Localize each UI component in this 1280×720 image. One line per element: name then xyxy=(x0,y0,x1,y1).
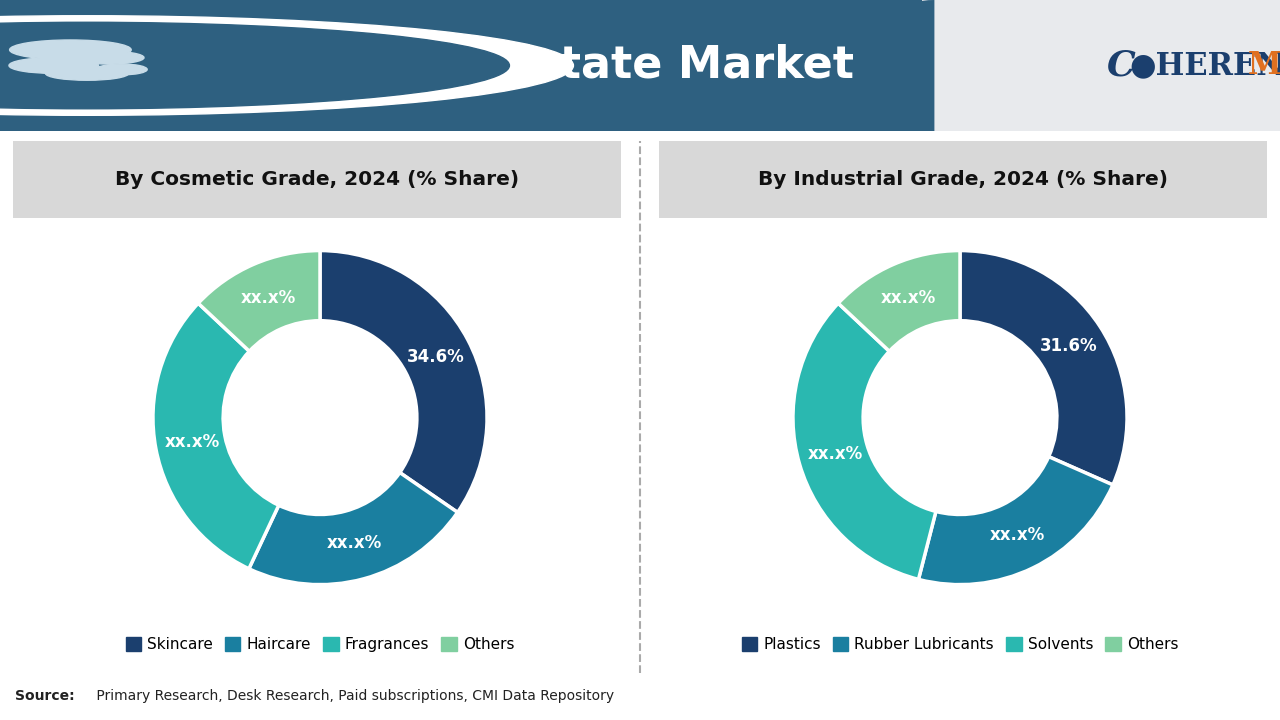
Ellipse shape xyxy=(9,58,99,73)
Text: xx.x%: xx.x% xyxy=(326,534,381,552)
Text: Primary Research, Desk Research, Paid subscriptions, CMI Data Repository: Primary Research, Desk Research, Paid su… xyxy=(92,689,614,703)
Ellipse shape xyxy=(10,40,131,60)
Text: 34.6%: 34.6% xyxy=(407,348,465,366)
Text: xx.x%: xx.x% xyxy=(241,289,296,307)
Text: C: C xyxy=(1107,48,1135,83)
Text: xx.x%: xx.x% xyxy=(808,445,863,463)
Wedge shape xyxy=(960,251,1126,485)
Wedge shape xyxy=(794,303,936,580)
FancyBboxPatch shape xyxy=(13,140,621,218)
FancyBboxPatch shape xyxy=(659,140,1267,218)
Text: By Cosmetic Grade, 2024 (% Share): By Cosmetic Grade, 2024 (% Share) xyxy=(115,170,520,189)
PathPatch shape xyxy=(844,0,934,131)
FancyBboxPatch shape xyxy=(922,0,1280,131)
Text: 31.6%: 31.6% xyxy=(1041,338,1098,356)
Text: Source:: Source: xyxy=(15,689,76,703)
Wedge shape xyxy=(838,251,960,351)
Wedge shape xyxy=(320,251,486,513)
Legend: Plastics, Rubber Lubricants, Solvents, Others: Plastics, Rubber Lubricants, Solvents, O… xyxy=(736,631,1184,658)
Text: xx.x%: xx.x% xyxy=(881,289,936,307)
Wedge shape xyxy=(919,456,1112,585)
Wedge shape xyxy=(154,303,279,569)
Ellipse shape xyxy=(96,64,147,75)
Text: ●HERENT: ●HERENT xyxy=(1129,50,1280,81)
Circle shape xyxy=(0,16,573,115)
Circle shape xyxy=(0,22,509,109)
FancyBboxPatch shape xyxy=(13,218,621,684)
FancyBboxPatch shape xyxy=(659,218,1267,684)
Text: xx.x%: xx.x% xyxy=(164,433,220,451)
Ellipse shape xyxy=(46,66,129,80)
Wedge shape xyxy=(248,472,457,585)
Text: By Industrial Grade, 2024 (% Share): By Industrial Grade, 2024 (% Share) xyxy=(758,170,1167,189)
Ellipse shape xyxy=(74,51,143,64)
Text: Mi: Mi xyxy=(1248,50,1280,81)
Text: xx.x%: xx.x% xyxy=(989,526,1044,544)
Text: Isopropyl Myristate Market: Isopropyl Myristate Market xyxy=(173,44,854,87)
FancyBboxPatch shape xyxy=(0,0,1280,131)
Legend: Skincare, Haircare, Fragrances, Others: Skincare, Haircare, Fragrances, Others xyxy=(119,631,521,658)
Wedge shape xyxy=(198,251,320,351)
